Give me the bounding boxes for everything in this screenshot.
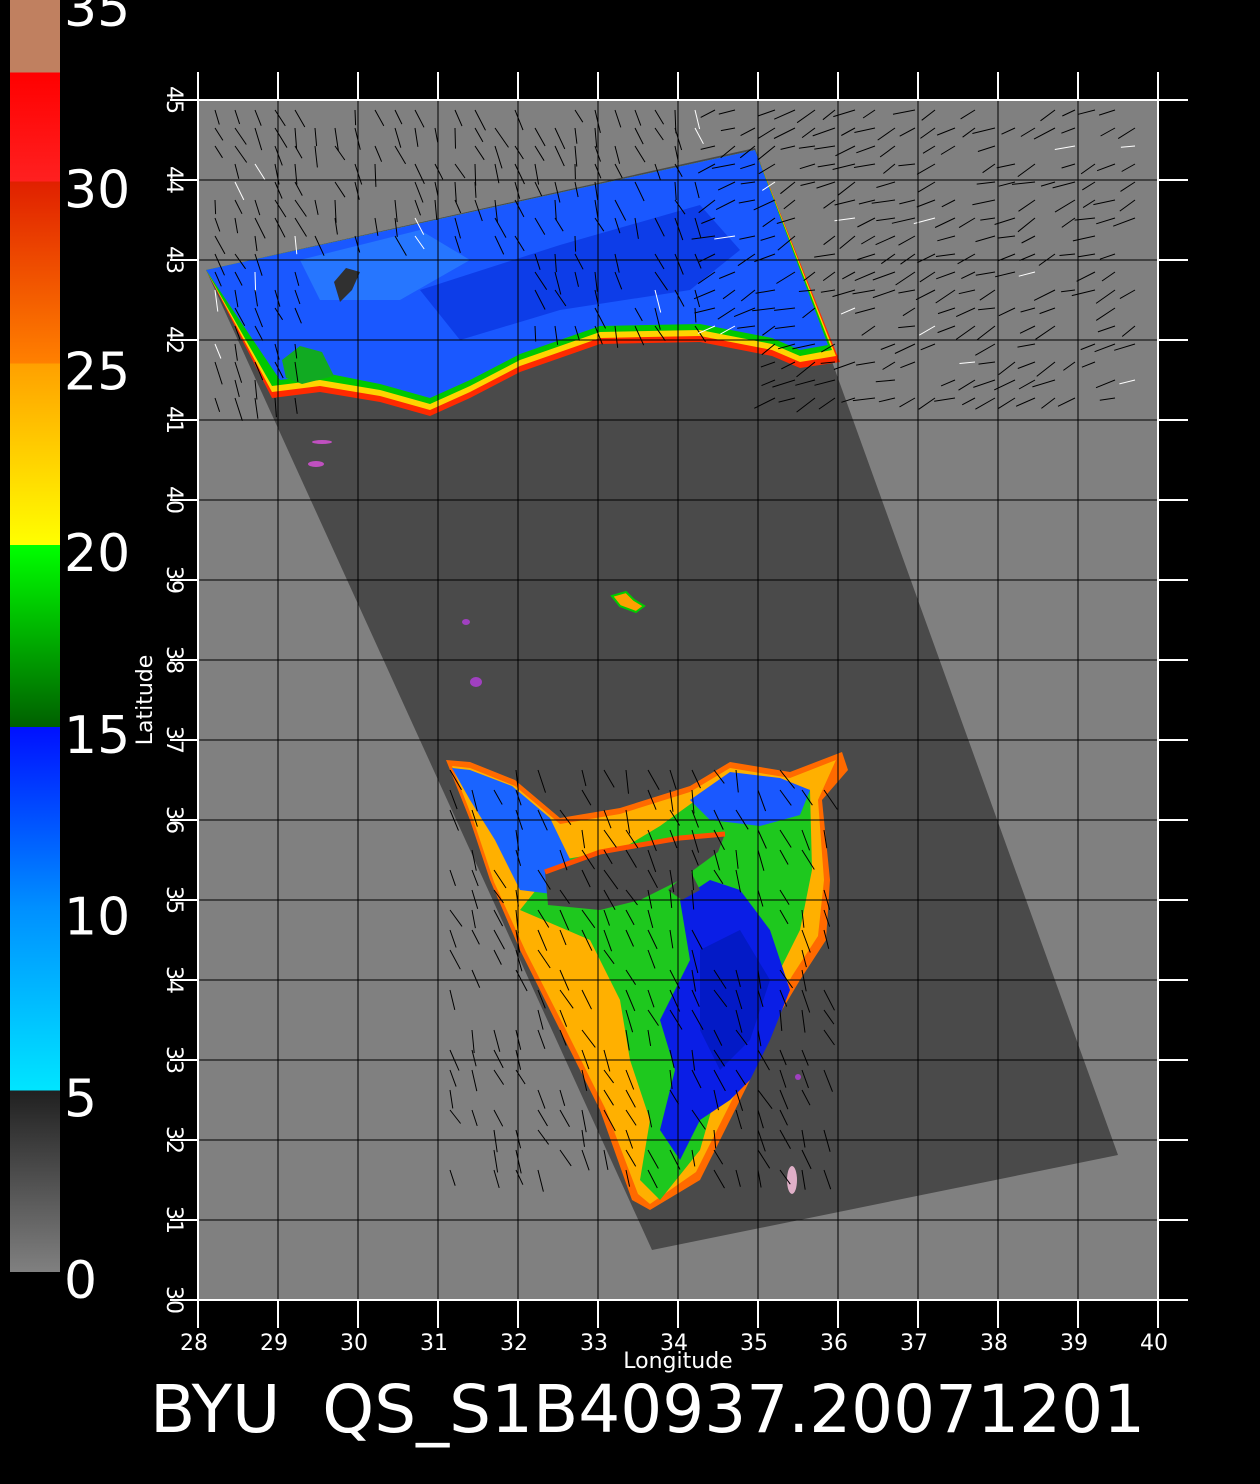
colorbar-tick-label: 20 [64,524,130,584]
latitude-tick-label: 30 [161,1286,186,1314]
colorbar-tick-labels: 0 5 10 15 20 25 30 35 [64,0,130,1311]
latitude-tick-label: 33 [161,1046,186,1074]
speckle-41n [312,440,332,444]
latitude-tick-label: 45 [161,86,186,114]
colorbar-tick-label: 5 [64,1069,97,1129]
longitude-tick-label: 28 [180,1331,208,1356]
colorbar-tick-label: 15 [64,706,130,766]
colorbar-tick-label: 0 [64,1251,97,1311]
wind-vector [455,128,456,149]
latitude-tick-label: 37 [161,726,186,754]
wind-vector [355,110,356,125]
latitude-tick-label: 42 [161,326,186,354]
longitude-tick-label: 39 [1060,1331,1088,1356]
longitude-tick-label: 36 [820,1331,848,1356]
y-axis-label: Latitude [133,655,158,746]
longitude-tick-label: 35 [740,1331,768,1356]
latitude-tick-label: 36 [161,806,186,834]
latitude-tick-label: 38 [161,646,186,674]
speckle-38n [470,677,482,687]
wind-vector [255,272,256,291]
latitude-tick-label: 35 [161,886,186,914]
wind-vector [535,326,536,342]
colorbar-ramp [10,0,60,1272]
longitude-tick-label: 37 [900,1331,928,1356]
longitude-tick-label: 33 [580,1331,608,1356]
speckle-38-5n [462,619,470,625]
latitude-tick-label: 31 [161,1206,186,1234]
colorbar: 0 5 10 15 20 25 30 35 [10,0,130,1311]
speckle-40-5n [308,461,324,467]
wind-vector [575,236,576,252]
longitude-tick-label: 31 [420,1331,448,1356]
map-panel: 28 29 30 31 32 33 34 35 36 37 38 39 40 30 31 32 33 34 35 3… [133,72,1188,1374]
colorbar-tick-label: 25 [64,342,130,402]
longitude-tick-label: 32 [500,1331,528,1356]
latitude-tick-label: 44 [161,166,186,194]
speckle-31-5n [787,1166,797,1194]
longitude-tick-label: 30 [340,1331,368,1356]
latitude-tick-labels: 30 31 32 33 34 35 36 37 38 39 40 41 42 43 44 45 [161,86,186,1314]
longitude-tick-label: 40 [1140,1331,1168,1356]
latitude-tick-label: 43 [161,246,186,274]
latitude-tick-label: 39 [161,566,186,594]
latitude-tick-label: 40 [161,486,186,514]
latitude-tick-label: 34 [161,966,186,994]
latitude-tick-label: 32 [161,1126,186,1154]
colorbar-tick-label: 10 [64,888,130,948]
longitude-tick-label: 38 [980,1331,1008,1356]
colorbar-tick-label: 30 [64,161,130,221]
wind-vector [215,200,216,214]
latitude-tick-label: 41 [161,406,186,434]
colorbar-tick-label: 35 [64,0,130,39]
longitude-tick-label: 29 [260,1331,288,1356]
footer-title: BYU QS_S1B40937.20071201 [150,1371,1145,1448]
speckle-32-9n [795,1074,801,1080]
